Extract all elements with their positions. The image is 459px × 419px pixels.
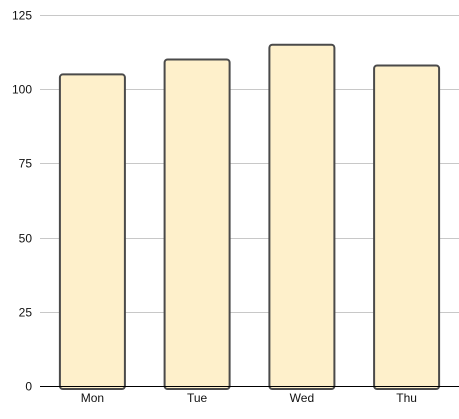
x-tick-label: Thu xyxy=(396,391,417,405)
x-tick-label: Wed xyxy=(290,391,314,405)
y-tick-label: 25 xyxy=(19,306,33,320)
bar-thu xyxy=(373,64,441,390)
x-tick-label: Mon xyxy=(81,391,104,405)
bar-tue xyxy=(163,58,231,390)
x-axis-ticks: Mon Tue Wed Thu xyxy=(81,391,417,405)
y-tick-label: 125 xyxy=(12,9,32,23)
bar-wed xyxy=(268,43,336,390)
bars xyxy=(58,43,441,391)
y-axis-ticks: 0 25 50 75 100 125 xyxy=(12,9,32,394)
y-tick-label: 75 xyxy=(19,157,33,171)
y-tick-label: 100 xyxy=(12,83,32,97)
x-tick-label: Tue xyxy=(187,391,208,405)
bar-mon xyxy=(58,73,126,391)
y-tick-label: 50 xyxy=(19,232,33,246)
y-tick-label: 0 xyxy=(25,380,32,394)
